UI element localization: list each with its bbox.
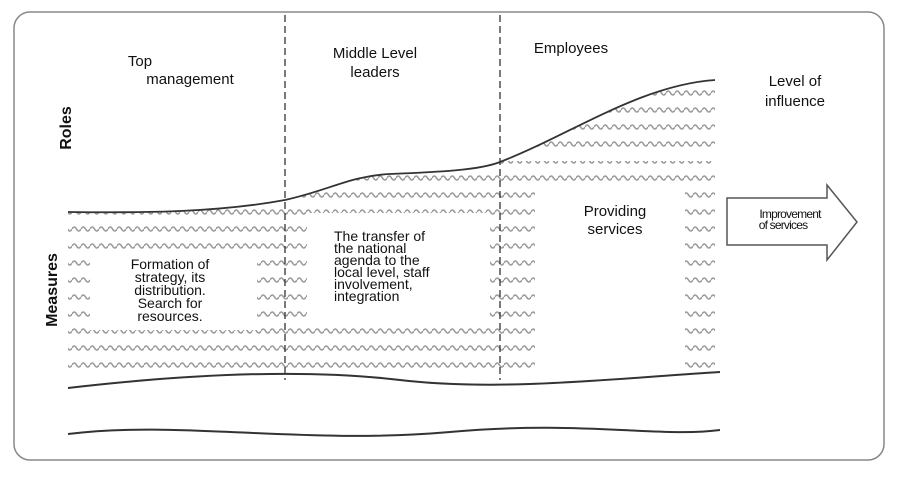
top-measure-line: Search for xyxy=(138,295,203,311)
row-roles: Roles xyxy=(58,106,75,150)
middle-measure-line: local level, staff xyxy=(334,264,430,280)
top-measure-line: Formation of xyxy=(131,256,210,272)
emp-measure-1: Providing xyxy=(584,203,647,220)
middle-measure-line: agenda to the xyxy=(334,252,420,268)
box-employees-measures xyxy=(535,188,685,378)
arrow-label-1: Improvement xyxy=(759,207,822,221)
col-middle-2: leaders xyxy=(350,64,399,81)
top-measure-line: resources. xyxy=(137,308,202,324)
box-top-measures xyxy=(90,250,257,330)
influence-curve xyxy=(67,79,716,214)
top-measure-line: strategy, its xyxy=(135,269,206,285)
col-influence-2: influence xyxy=(765,93,825,110)
middle-measure-line: involvement, xyxy=(334,276,413,292)
box-middle-measures xyxy=(307,213,490,317)
col-top-1: Top xyxy=(128,53,152,70)
col-middle-1: Middle Level xyxy=(333,45,417,62)
bottom-wave-2 xyxy=(67,426,721,437)
emp-measure-2: services xyxy=(587,221,642,238)
middle-measure-line: The transfer of xyxy=(334,228,425,244)
bottom-wave-1 xyxy=(67,371,721,389)
arrow-icon xyxy=(726,182,858,263)
col-influence-1: Level of xyxy=(769,73,822,90)
row-measures: Measures xyxy=(44,253,61,327)
col-top-2: management xyxy=(146,71,234,88)
top-measure-line: distribution. xyxy=(134,282,206,298)
middle-measure-line: integration xyxy=(334,288,399,304)
arrow-label-2: of services xyxy=(759,218,808,232)
middle-measure-line: the national xyxy=(334,240,406,256)
col-employees: Employees xyxy=(534,40,608,57)
